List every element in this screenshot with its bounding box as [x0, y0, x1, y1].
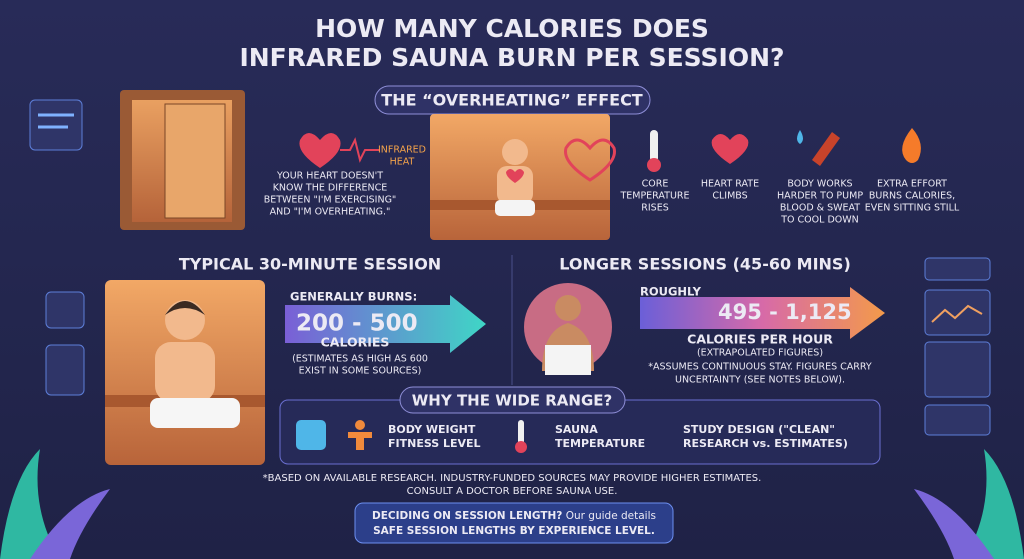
factor: SAUNA [555, 423, 598, 436]
sauna-scene [430, 114, 610, 240]
note: *ASSUMES CONTINUOUS STAY. FIGURES CARRY [648, 362, 872, 373]
factor: TEMPERATURE [555, 437, 645, 450]
calorie-range: 200 - 500 [296, 311, 418, 337]
step-text: CLIMBS [712, 191, 747, 202]
heart-icon [299, 133, 341, 168]
pill [399, 386, 626, 414]
lead: GENERALLY BURNS: [290, 290, 417, 304]
step-text: BLOOD & SWEAT [780, 203, 860, 214]
heart-note: AND "I'M OVERHEATING." [270, 207, 391, 218]
unit: CALORIES PER HOUR [687, 332, 833, 347]
cta-bold[interactable]: DECIDING ON SESSION LENGTH? [372, 510, 562, 522]
title: INFRARED SAUNA BURN PER SESSION? [239, 43, 784, 72]
cta-box[interactable] [354, 502, 674, 544]
step-icons [647, 128, 921, 172]
arrow [285, 295, 486, 353]
lead: ROUGHLY [640, 285, 702, 299]
title: HOW MANY CALORIES DOES [315, 14, 709, 43]
heart-note: BETWEEN "I'M EXERCISING" [264, 195, 397, 206]
factor: BODY WEIGHT [388, 423, 476, 436]
sauna-photo [105, 280, 265, 465]
sub: (EXTRAPOLATED FIGURES) [697, 348, 823, 359]
sauna-cabinet [120, 90, 245, 230]
infrared-label: INFRARED [378, 145, 426, 156]
step-text: CORE [642, 179, 669, 190]
step-text: TEMPERATURE [619, 191, 689, 202]
step-text: TO COOL DOWN [780, 215, 859, 226]
person-portrait [524, 283, 612, 375]
section-title: THE “OVERHEATING” EFFECT [381, 91, 643, 110]
note: (ESTIMATES AS HIGH AS 600 [292, 354, 428, 365]
section-title: WHY THE WIDE RANGE? [412, 392, 612, 410]
step-text: BODY WORKS [787, 179, 852, 190]
step-text: HARDER TO PUMP [777, 191, 863, 202]
step-text: BURNS CALORIES, [869, 191, 955, 202]
pulse [340, 137, 380, 163]
heart-note: KNOW THE DIFFERENCE [273, 183, 388, 194]
step-text: RISES [641, 203, 668, 214]
side-panels [29, 99, 991, 436]
footnote: CONSULT A DOCTOR BEFORE SAUNA USE. [407, 486, 618, 497]
cta-rest[interactable]: Our guide details [562, 510, 656, 522]
heart-icon [564, 138, 616, 182]
infrared-label: HEAT [390, 157, 415, 168]
section-title: LONGER SESSIONS (45-60 MINS) [559, 255, 851, 274]
step-text: EVEN SITTING STILL [865, 203, 960, 214]
calorie-range: 495 - 1,125 [718, 300, 852, 324]
step-text: HEART RATE [701, 179, 759, 190]
factor: RESEARCH vs. ESTIMATES) [683, 437, 848, 450]
section-title: TYPICAL 30-MINUTE SESSION [179, 255, 441, 274]
heart-note: YOUR HEART DOESN'T [276, 171, 383, 182]
cta-text[interactable]: DECIDING ON SESSION LENGTH? Our guide de… [372, 510, 656, 522]
unit: CALORIES [321, 335, 390, 350]
note: EXIST IN SOME SOURCES) [299, 366, 422, 377]
step-text: EXTRA EFFORT [877, 179, 947, 190]
note: UNCERTAINTY (SEE NOTES BELOW). [675, 375, 845, 386]
cta-text[interactable]: SAFE SESSION LENGTHS BY EXPERIENCE LEVEL… [373, 525, 655, 537]
footnote: *BASED ON AVAILABLE RESEARCH. INDUSTRY-F… [263, 473, 762, 484]
factor: STUDY DESIGN ("CLEAN" [683, 423, 835, 436]
plants [0, 449, 1024, 559]
arrow [640, 287, 885, 339]
cta-button[interactable]: DECIDING ON SESSION LENGTH? Our guide de… [354, 502, 674, 544]
factor-icons [296, 420, 527, 453]
factor: FITNESS LEVEL [388, 437, 481, 450]
